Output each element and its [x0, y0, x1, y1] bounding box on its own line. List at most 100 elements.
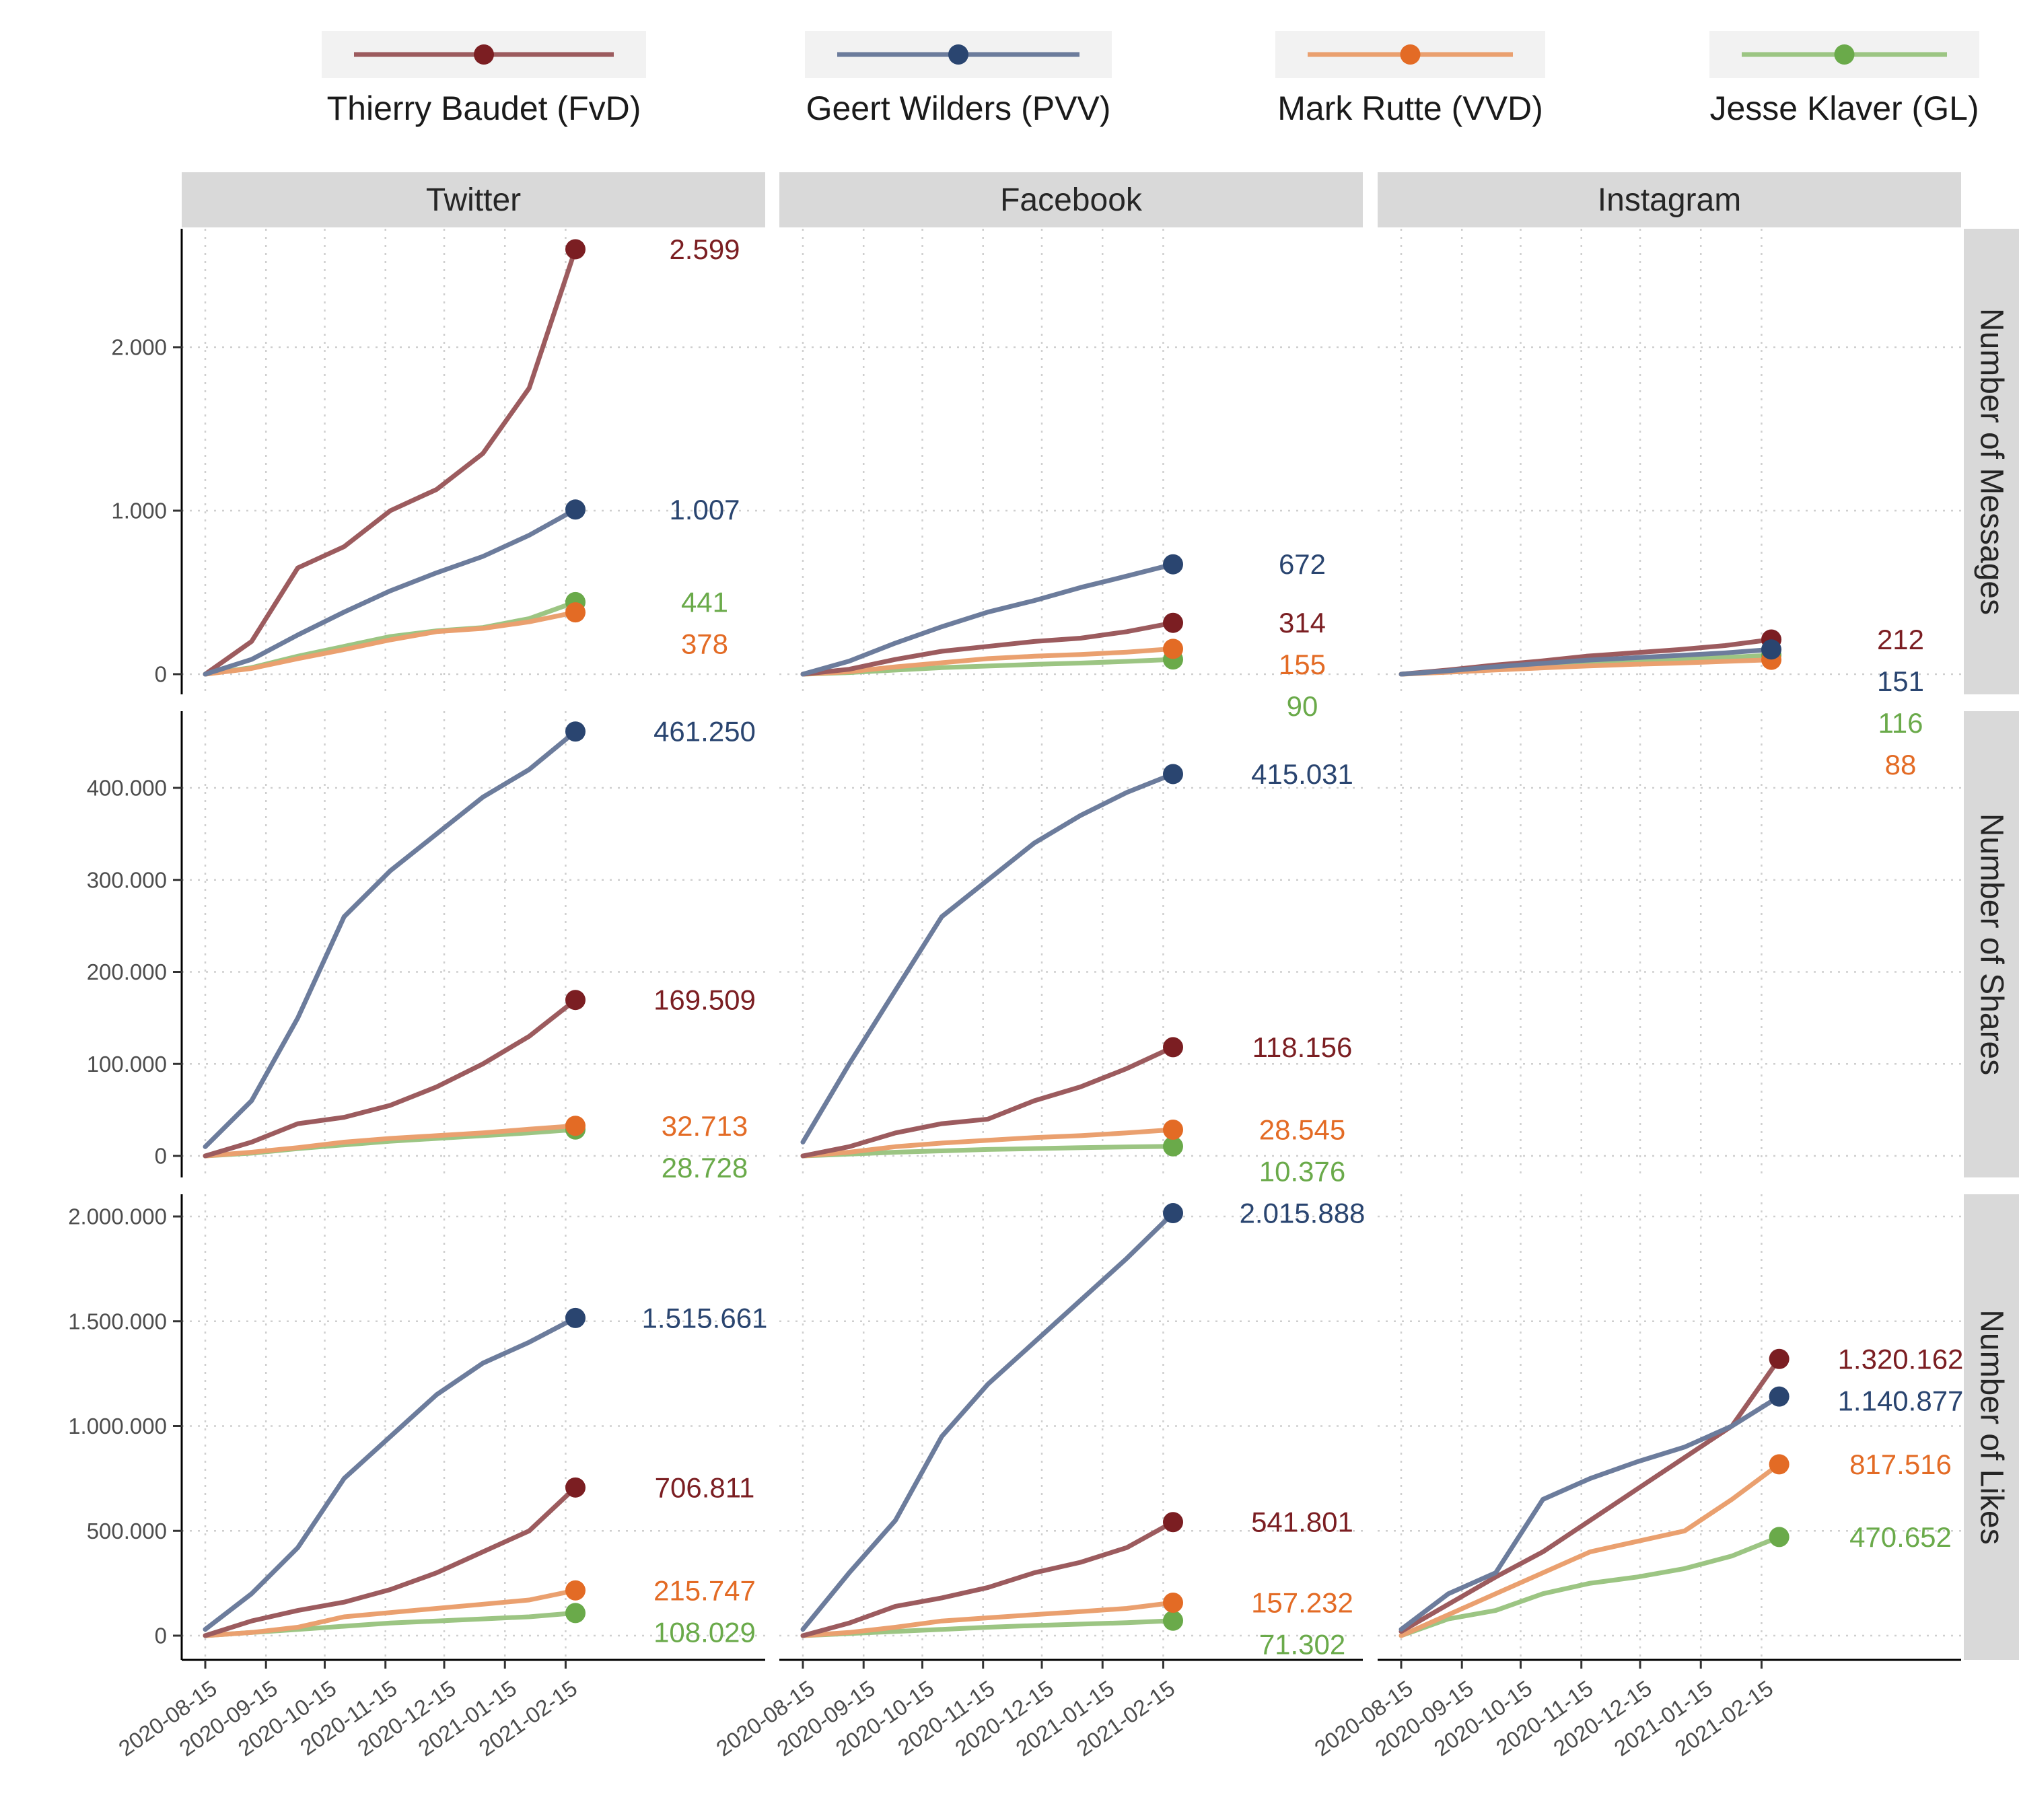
end-label-mark-rutte-vvd: 215.747 — [653, 1574, 756, 1606]
end-label-geert-wilders-pvv: 415.031 — [1251, 758, 1353, 790]
y-tick-label: 100.000 — [87, 1052, 167, 1077]
series-line-geert-wilders-pvv — [1398, 647, 1774, 677]
end-point-jesse-klaver-gl — [565, 1603, 586, 1624]
series-line-geert-wilders-pvv — [800, 562, 1176, 677]
strip-box — [1964, 711, 2019, 1177]
end-point-mark-rutte-vvd — [1163, 1593, 1183, 1613]
end-label-mark-rutte-vvd: 157.232 — [1251, 1587, 1353, 1619]
end-label-thierry-baudet-fvd: 2.599 — [669, 233, 740, 265]
strip-label: Facebook — [1000, 182, 1143, 218]
end-label-thierry-baudet-fvd: 169.509 — [653, 984, 756, 1016]
strip-box — [1964, 229, 2019, 694]
end-label-geert-wilders-pvv: 151 — [1877, 665, 1924, 697]
end-label-jesse-klaver-gl: 71.302 — [1259, 1629, 1345, 1661]
y-tick-label: 2.000 — [111, 335, 167, 360]
series-line-thierry-baudet-fvd — [800, 620, 1176, 677]
strip-label: Number of Shares — [1974, 813, 2010, 1076]
series-line-mark-rutte-vvd — [800, 646, 1176, 677]
end-label-thierry-baudet-fvd: 212 — [1877, 624, 1924, 655]
series-line-geert-wilders-pvv — [1398, 1394, 1782, 1632]
end-point-geert-wilders-pvv — [1761, 639, 1781, 660]
legend-item-thierry-baudet-fvd: Thierry Baudet (FvD) — [322, 31, 646, 127]
series-line-mark-rutte-vvd — [203, 1123, 578, 1159]
series-line-geert-wilders-pvv — [203, 1315, 578, 1632]
strip-label: Number of Messages — [1974, 308, 2010, 615]
end-label-jesse-klaver-gl: 10.376 — [1259, 1155, 1345, 1187]
legend-label: Jesse Klaver (GL) — [1709, 89, 1979, 127]
y-tick-label: 2.000.000 — [68, 1204, 167, 1229]
series-line-geert-wilders-pvv — [800, 771, 1176, 1144]
legend-item-mark-rutte-vvd: Mark Rutte (VVD) — [1275, 31, 1545, 127]
end-point-thierry-baudet-fvd — [565, 1477, 586, 1498]
end-point-mark-rutte-vvd — [565, 1580, 586, 1601]
end-label-mark-rutte-vvd: 32.713 — [662, 1110, 748, 1142]
y-tick-label: 200.000 — [87, 959, 167, 984]
end-label-geert-wilders-pvv: 461.250 — [653, 716, 756, 748]
end-label-thierry-baudet-fvd: 314 — [1279, 607, 1326, 639]
end-label-mark-rutte-vvd: 88 — [1885, 749, 1917, 780]
legend-label: Geert Wilders (PVV) — [806, 89, 1111, 127]
end-point-jesse-klaver-gl — [1163, 1136, 1183, 1157]
end-label-jesse-klaver-gl: 441 — [681, 586, 728, 618]
y-tick-label: 0 — [155, 662, 167, 687]
end-point-thierry-baudet-fvd — [1163, 1037, 1183, 1058]
column-strip-twitter: Twitter — [182, 172, 765, 227]
end-label-geert-wilders-pvv: 2.015.888 — [1240, 1198, 1366, 1229]
end-label-geert-wilders-pvv: 672 — [1279, 548, 1326, 580]
legend-item-geert-wilders-pvv: Geert Wilders (PVV) — [805, 31, 1112, 127]
end-label-thierry-baudet-fvd: 118.156 — [1252, 1031, 1353, 1063]
row-strip-number-of-messages: Number of Messages — [1964, 229, 2019, 694]
end-point-geert-wilders-pvv — [565, 1307, 586, 1328]
series-line-thierry-baudet-fvd — [203, 997, 578, 1159]
end-point-jesse-klaver-gl — [1769, 1527, 1790, 1548]
end-label-jesse-klaver-gl: 470.652 — [1849, 1521, 1952, 1553]
end-point-geert-wilders-pvv — [1769, 1386, 1790, 1407]
panel-facebook-number-of-shares: 415.031 118.156 28.545 10.376 — [800, 758, 1353, 1187]
end-point-thierry-baudet-fvd — [565, 990, 586, 1011]
end-point-mark-rutte-vvd — [565, 1116, 586, 1136]
series-line-geert-wilders-pvv — [203, 729, 578, 1149]
end-point-geert-wilders-pvv — [565, 721, 586, 742]
y-tick-label: 1.000 — [111, 499, 167, 523]
end-point-geert-wilders-pvv — [1163, 764, 1183, 785]
column-strip-instagram: Instagram — [1378, 172, 1961, 227]
legend-item-jesse-klaver-gl: Jesse Klaver (GL) — [1709, 31, 1979, 127]
strip-label: Twitter — [426, 182, 521, 218]
series-line-mark-rutte-vvd — [1398, 1461, 1782, 1638]
end-label-mark-rutte-vvd: 28.545 — [1259, 1114, 1345, 1145]
panel-twitter-number-of-messages: 2.599 1.007 441 378 — [203, 233, 740, 677]
y-tick-label: 400.000 — [87, 776, 167, 801]
series-line-mark-rutte-vvd — [203, 610, 578, 677]
end-point-geert-wilders-pvv — [1163, 1203, 1183, 1224]
end-label-thierry-baudet-fvd: 541.801 — [1251, 1506, 1353, 1538]
end-label-mark-rutte-vvd: 155 — [1279, 649, 1326, 680]
series-line-mark-rutte-vvd — [800, 1600, 1176, 1638]
legend-key-dot — [1834, 44, 1855, 65]
series-line-jesse-klaver-gl — [1398, 1534, 1782, 1638]
series-line-thierry-baudet-fvd — [800, 1044, 1176, 1159]
series-line-thierry-baudet-fvd — [203, 1485, 578, 1638]
end-label-jesse-klaver-gl: 108.029 — [653, 1616, 756, 1648]
end-point-mark-rutte-vvd — [565, 602, 586, 623]
legend-label: Thierry Baudet (FvD) — [327, 89, 641, 127]
legend-key-dot — [948, 44, 968, 65]
end-label-mark-rutte-vvd: 817.516 — [1849, 1449, 1952, 1480]
y-tick-label: 0 — [155, 1144, 167, 1169]
end-point-mark-rutte-vvd — [1163, 1119, 1183, 1140]
panel-twitter-number-of-likes: 1.515.661 706.811 215.747 108.029 — [203, 1302, 767, 1648]
panel-twitter-number-of-shares: 461.250 169.509 32.713 28.728 — [203, 716, 756, 1184]
series-line-mark-rutte-vvd — [800, 1127, 1176, 1159]
series-line-thierry-baudet-fvd — [203, 246, 578, 677]
panel-instagram-number-of-messages: 212 151 116 88 — [1398, 624, 1924, 780]
y-tick-label: 500.000 — [87, 1519, 167, 1543]
series-line-geert-wilders-pvv — [800, 1210, 1176, 1632]
end-point-thierry-baudet-fvd — [1769, 1348, 1790, 1369]
series-line-jesse-klaver-gl — [800, 1144, 1176, 1159]
end-point-thierry-baudet-fvd — [565, 239, 586, 260]
row-strip-number-of-shares: Number of Shares — [1964, 711, 2019, 1177]
end-point-geert-wilders-pvv — [565, 499, 586, 520]
strip-label: Number of Likes — [1974, 1309, 2010, 1544]
strip-label: Instagram — [1598, 182, 1741, 218]
